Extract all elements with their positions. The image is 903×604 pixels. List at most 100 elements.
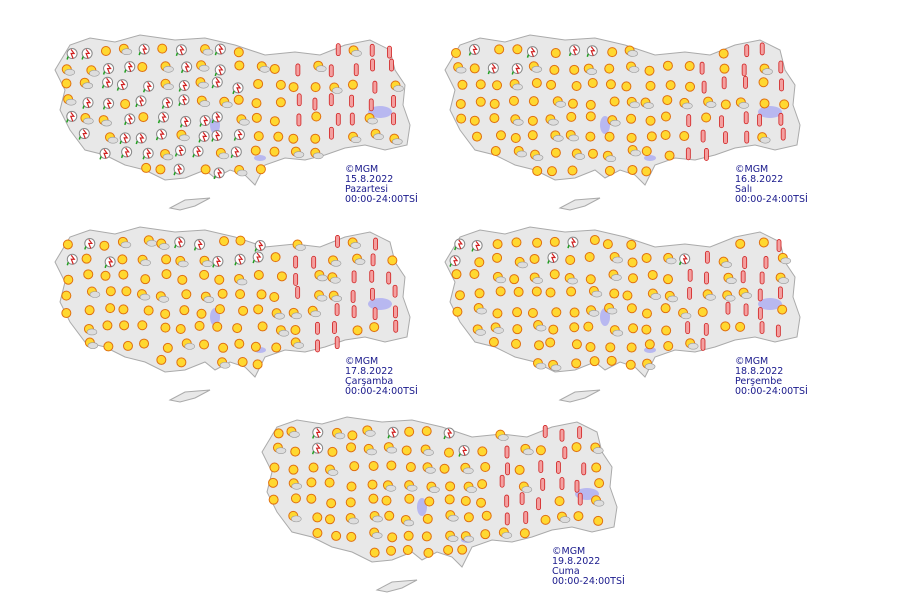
lightning [159, 129, 165, 140]
cloud [331, 295, 343, 302]
sun-icon [626, 132, 637, 143]
sun-icon [290, 446, 301, 457]
sun-icon [549, 269, 560, 280]
sun-icon [268, 494, 279, 505]
sun-icon [346, 531, 357, 542]
lightning [203, 116, 209, 126]
cyprus [168, 389, 211, 403]
sun-icon [139, 338, 150, 349]
cloud [559, 516, 571, 523]
cloud [553, 135, 564, 142]
cloud [612, 329, 624, 337]
thermometer-icon [759, 42, 765, 56]
sun-icon [306, 493, 317, 504]
sun-icon [161, 254, 172, 265]
cyprus [558, 389, 601, 403]
cloud [406, 484, 418, 492]
cloud [146, 239, 158, 247]
sun-icon [386, 545, 397, 556]
thermometer-icon [757, 307, 763, 320]
thermometer-icon [701, 80, 707, 94]
map-copyright: ©MGM [735, 356, 768, 367]
cloud [447, 535, 459, 542]
sun-icon [102, 320, 113, 331]
cloud [275, 447, 287, 454]
map-date: 16.8.2022 [735, 174, 783, 185]
thermometer-icon [386, 271, 392, 285]
sun-icon [271, 342, 282, 353]
sun-icon [495, 286, 506, 297]
sun-icon [489, 98, 500, 109]
sun-icon [492, 308, 503, 319]
rain [234, 262, 237, 266]
sun-icon [621, 81, 632, 92]
rain [178, 102, 181, 106]
cloud [331, 87, 343, 94]
cloud [493, 327, 504, 334]
cloud [371, 532, 383, 539]
cloud [198, 64, 210, 72]
sun-icon [369, 547, 380, 558]
cloud [516, 150, 528, 158]
map-day: Pazartesi [345, 184, 388, 195]
sun-icon [573, 511, 584, 522]
rain [232, 90, 235, 95]
sun-icon [605, 79, 616, 90]
rain [471, 248, 474, 252]
sun-icon [234, 60, 245, 71]
sun-icon [290, 493, 301, 504]
cloud [423, 449, 434, 456]
sun-icon [421, 426, 432, 437]
thermometer-icon [742, 256, 748, 269]
cloud [221, 101, 233, 109]
lightning [182, 81, 188, 91]
thermometer-icon [538, 460, 544, 473]
cloud [120, 241, 132, 249]
thermometer-icon [699, 61, 705, 75]
lightning [218, 65, 224, 76]
rain [157, 119, 161, 124]
sun-icon [665, 80, 676, 91]
sun-icon [345, 497, 356, 508]
thermometer-icon [757, 288, 763, 302]
sun-icon [455, 98, 466, 109]
sun-icon [423, 547, 434, 558]
rain [102, 106, 106, 110]
sun-icon [387, 255, 398, 266]
sun-icon [511, 237, 522, 248]
cloud [759, 136, 771, 144]
cloud [393, 85, 404, 92]
sun-icon [584, 252, 595, 263]
sun-icon [551, 307, 562, 318]
rain [81, 56, 84, 60]
land [444, 34, 801, 186]
lightning [70, 49, 76, 59]
sun-icon [155, 164, 166, 175]
rain [135, 103, 138, 108]
rain [192, 154, 195, 158]
cloud [350, 136, 362, 144]
sun-icon [179, 305, 190, 316]
rain [178, 88, 182, 92]
lake [644, 347, 656, 353]
sun-icon [663, 274, 674, 285]
sun-icon [720, 99, 731, 110]
rain [214, 72, 217, 77]
cloud [680, 312, 692, 320]
sun-icon [439, 463, 450, 474]
cloud [501, 532, 513, 539]
lightning [127, 114, 134, 125]
rain [526, 54, 530, 58]
thermometer-icon [389, 58, 394, 72]
sun-icon [571, 442, 582, 453]
sun-icon [346, 481, 357, 492]
sun-icon [61, 308, 72, 319]
rain [78, 136, 82, 140]
sun-icon [84, 305, 95, 316]
cloud [726, 277, 737, 284]
sun-icon [234, 338, 245, 349]
lightning [472, 45, 478, 55]
thermometer-icon [778, 60, 784, 74]
sun-icon [661, 325, 672, 336]
